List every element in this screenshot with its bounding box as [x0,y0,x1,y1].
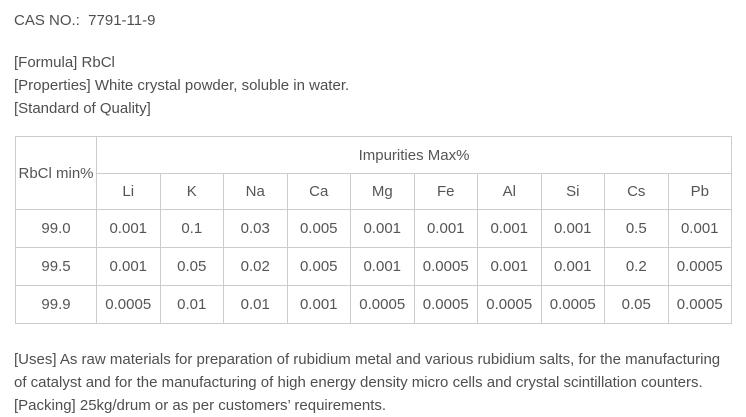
impurity-value-cell: 0.05 [604,285,669,324]
element-header-mg: Mg [350,173,415,210]
table-group-header-row: RbCl min% Impurities Max% [15,136,732,210]
impurity-value-cell: 0.001 [350,247,415,286]
impurity-value-cell: 0.01 [223,285,288,324]
impurity-value-cell: 0.001 [350,209,415,248]
impurity-value-cell: 0.0005 [667,285,732,324]
impurity-value-cell: 0.001 [667,209,732,248]
rbcl-purity-cell: 99.9 [15,285,97,324]
impurities-max-header-cell: Impurities Max% [96,136,732,174]
impurity-value-cell: 0.005 [286,247,351,286]
element-header-pb: Pb [667,173,732,210]
impurity-value-cell: 0.001 [96,247,161,286]
element-header-si: Si [540,173,605,210]
impurity-value-cell: 0.0005 [413,247,478,286]
standard-of-quality-line: [Standard of Quality] [14,100,151,117]
element-header-li: Li [96,173,161,210]
element-header-ca: Ca [286,173,351,210]
table-row-99-5: 99.5 0.001 0.05 0.02 0.005 0.001 0.0005 … [15,247,732,286]
impurity-value-cell: 0.5 [604,209,669,248]
impurity-value-cell: 0.001 [286,285,351,324]
formula-line: [Formula] RbCl [14,54,115,71]
packing-line: [Packing] 25kg/drum or as per customers’… [14,397,387,414]
usage-info-block: [Uses] As raw materials for preparation … [14,348,732,417]
quality-standard-table: RbCl min% Impurities Max% Li K Na Ca Mg … [15,136,732,324]
element-header-fe: Fe [413,173,478,210]
impurity-value-cell: 0.2 [604,247,669,286]
element-header-k: K [159,173,224,210]
impurity-value-cell: 0.005 [286,209,351,248]
impurity-value-cell: 0.1 [159,209,224,248]
impurity-value-cell: 0.001 [413,209,478,248]
rbcl-min-header-cell: RbCl min% [15,136,97,210]
impurity-value-cell: 0.0005 [350,285,415,324]
uses-line: [Uses] As raw materials for preparation … [14,351,725,391]
impurity-value-cell: 0.0005 [540,285,605,324]
impurity-value-cell: 0.0005 [96,285,161,324]
impurity-value-cell: 0.01 [159,285,224,324]
table-element-header-row: Li K Na Ca Mg Fe Al Si Cs Pb [16,173,732,210]
properties-line: [Properties] White crystal powder, solub… [14,77,350,94]
impurity-value-cell: 0.001 [477,247,542,286]
impurity-value-cell: 0.02 [223,247,288,286]
impurity-value-cell: 0.001 [540,247,605,286]
element-header-na: Na [223,173,288,210]
impurity-value-cell: 0.001 [540,209,605,248]
impurity-value-cell: 0.0005 [477,285,542,324]
element-header-al: Al [477,173,542,210]
impurity-value-cell: 0.05 [159,247,224,286]
table-row-99-0: 99.0 0.001 0.1 0.03 0.005 0.001 0.001 0.… [15,209,732,248]
impurity-value-cell: 0.0005 [413,285,478,324]
impurity-value-cell: 0.0005 [667,247,732,286]
rbcl-purity-cell: 99.5 [15,247,97,286]
table-row-99-9: 99.9 0.0005 0.01 0.01 0.001 0.0005 0.000… [15,285,732,324]
impurity-value-cell: 0.001 [477,209,542,248]
cas-number-line: CAS NO.: 7791-11-9 [14,12,156,29]
rbcl-purity-cell: 99.0 [15,209,97,248]
product-info-block: [Formula] RbCl [Properties] White crysta… [14,51,732,120]
element-header-cs: Cs [604,173,669,210]
impurity-value-cell: 0.001 [96,209,161,248]
impurity-value-cell: 0.03 [223,209,288,248]
